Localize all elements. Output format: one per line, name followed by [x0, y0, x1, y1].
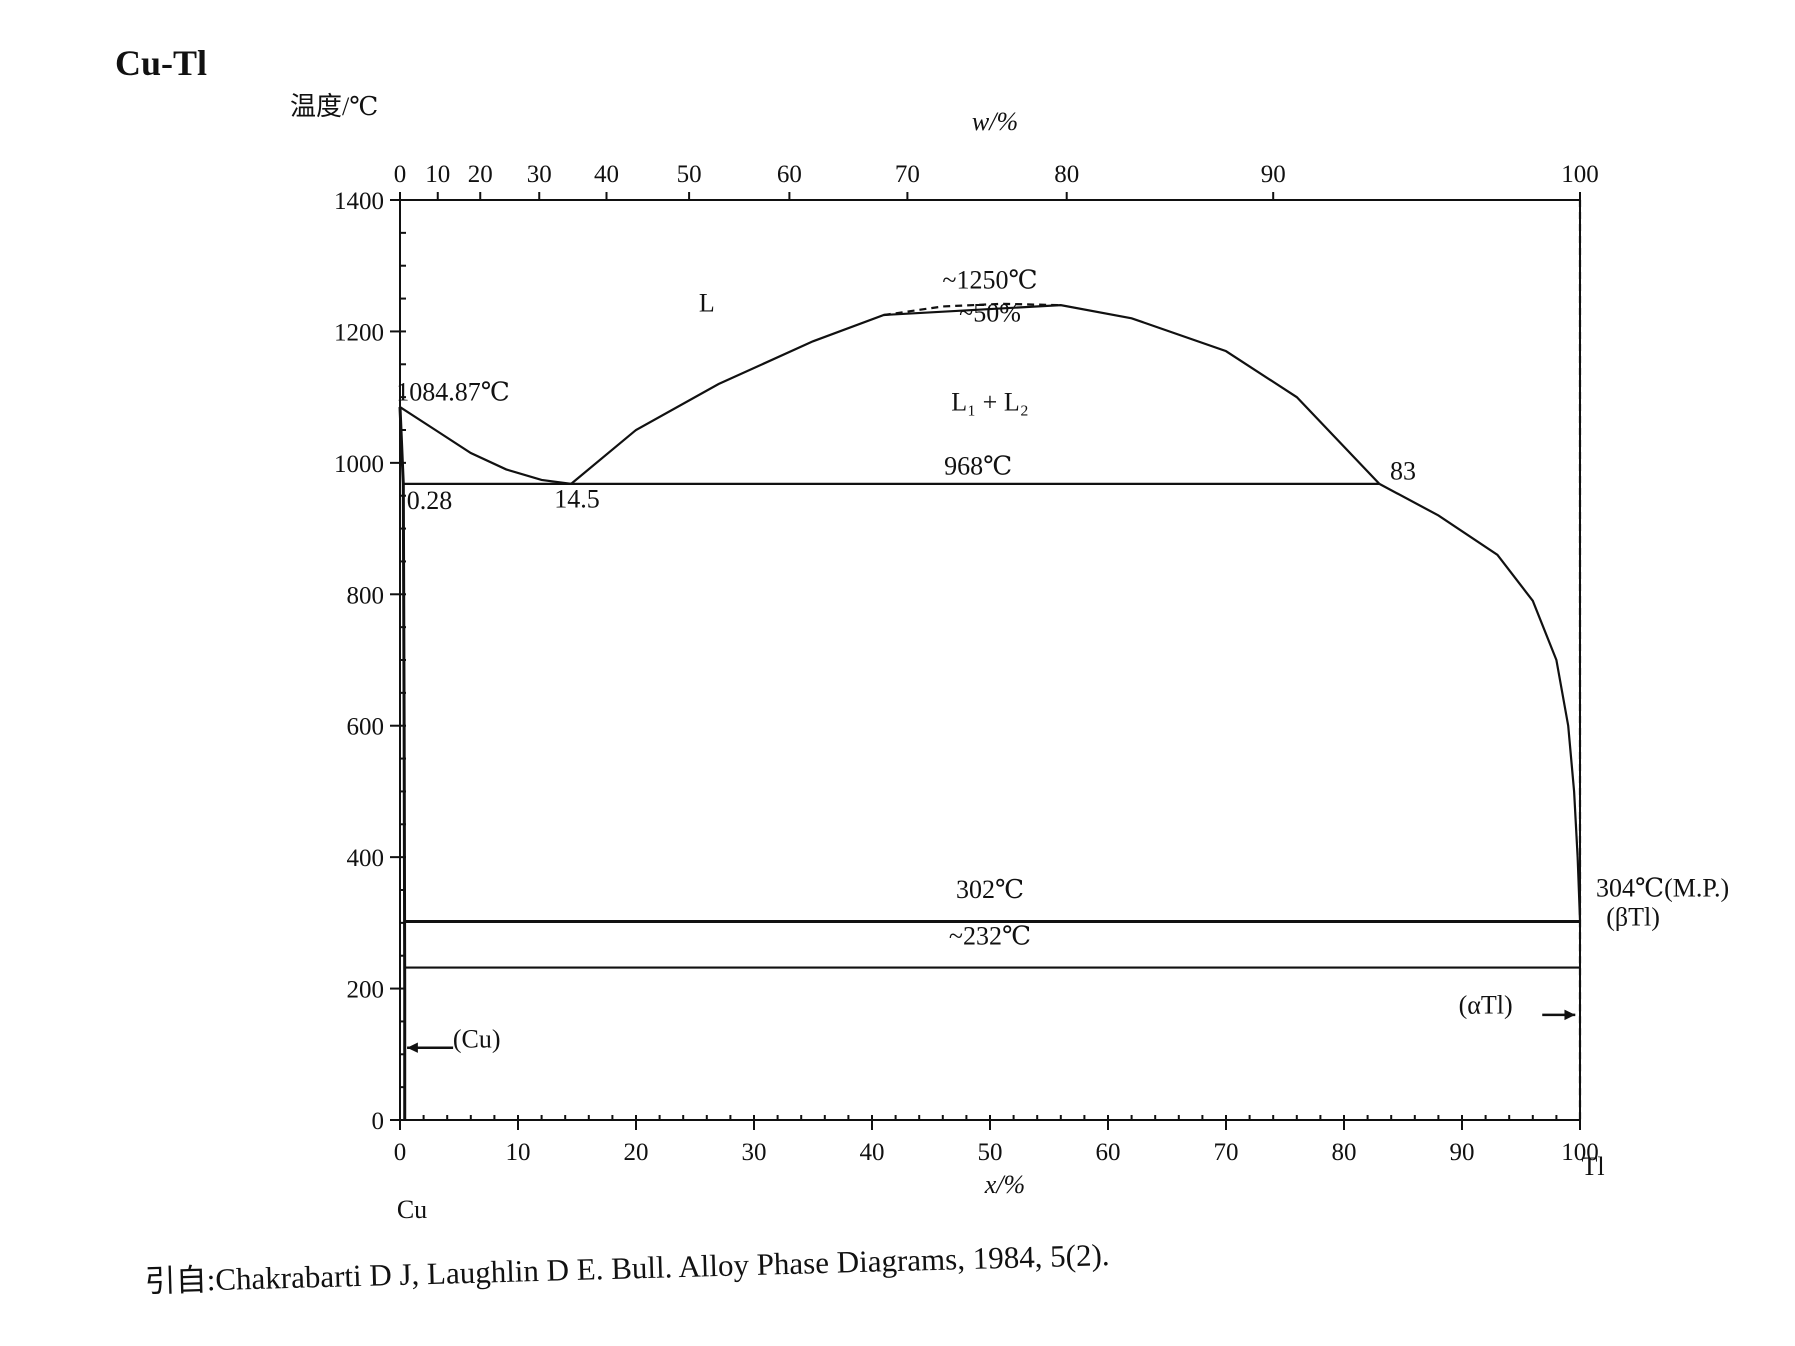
- critical-point-dashed-segment: [883, 302, 1061, 317]
- alpha-tl-arrow-head: [1564, 1009, 1576, 1021]
- top-tick-label: 70: [895, 161, 920, 188]
- bottom-axis-ticks: 0 10 20 30 40 50 60 70 80 90 100: [394, 1115, 1599, 1166]
- bottom-axis-label: x/%: [984, 1170, 1025, 1199]
- y-tick-label: 1200: [334, 319, 384, 346]
- y-tick-label: 400: [347, 845, 385, 872]
- top-axis-label: w/%: [972, 107, 1018, 136]
- annotation-label: 83: [1390, 456, 1416, 485]
- annotation-label: 1084.87℃: [396, 377, 510, 406]
- phase-boundaries: [398, 200, 1582, 1120]
- x-tick-label: 80: [1332, 1139, 1357, 1166]
- x-tick-label: 20: [624, 1139, 649, 1166]
- annotation-label: L: [699, 289, 715, 318]
- phase-annotations: L ~1250℃ ~50% L₁ + L₂ 1084.87℃ 968℃ 0.28 14.5 83…: [396, 266, 1729, 1054]
- annotation-label: (αTl): [1459, 991, 1513, 1020]
- cu-solvus-curve: [398, 407, 407, 1120]
- annotation-label: ~50%: [959, 299, 1021, 328]
- x-tick-label: 50: [978, 1139, 1003, 1166]
- annotation-label: ~232℃: [949, 922, 1031, 951]
- y-tick-label: 200: [347, 977, 385, 1004]
- x-tick-label: 70: [1214, 1139, 1239, 1166]
- left-element-label: Cu: [397, 1195, 427, 1224]
- top-axis-ticks: 0 10 20 30 40 50 60 70 80 90 100: [394, 161, 1599, 200]
- top-tick-label: 100: [1561, 161, 1599, 188]
- top-tick-label: 10: [425, 161, 450, 188]
- phase-arrows: [407, 1009, 1576, 1053]
- annotation-label: (Cu): [453, 1025, 501, 1054]
- top-tick-label: 80: [1054, 161, 1079, 188]
- y-tick-label: 600: [347, 714, 385, 741]
- y-tick-label: 1400: [334, 188, 384, 215]
- x-tick-label: 10: [506, 1139, 531, 1166]
- annotation-label: 968℃: [944, 452, 1012, 481]
- x-tick-label: 0: [394, 1139, 407, 1166]
- y-tick-label: 800: [347, 582, 385, 609]
- top-tick-label: 60: [777, 161, 802, 188]
- y-tick-label: 1000: [334, 451, 384, 478]
- top-tick-label: 40: [594, 161, 619, 188]
- x-tick-label: 100: [1561, 1139, 1599, 1166]
- y-axis-label: 温度/℃: [290, 92, 378, 121]
- cu-phase-arrow-head: [407, 1042, 418, 1053]
- x-tick-label: 90: [1450, 1139, 1475, 1166]
- top-tick-label: 50: [677, 161, 702, 188]
- miscibility-gap-curve: [570, 304, 1381, 485]
- top-tick-label: 0: [394, 161, 407, 188]
- plot-frame: [399, 199, 1581, 1121]
- annotation-label: 304℃(M.P.): [1596, 874, 1729, 903]
- x-tick-label: 30: [742, 1139, 767, 1166]
- liquidus-tl-curve: [1378, 482, 1582, 921]
- top-tick-label: 20: [468, 161, 493, 188]
- liquidus-cu-curve: [399, 406, 572, 485]
- annotation-label: 14.5: [554, 485, 600, 514]
- x-tick-label: 60: [1096, 1139, 1121, 1166]
- annotation-label: (βTl): [1606, 902, 1660, 931]
- annotation-label: ~1250℃: [942, 266, 1037, 295]
- citation: 引自:Chakrabarti D J, Laughlin D E. Bull. …: [144, 1237, 1110, 1299]
- annotation-label: L₁ + L₂: [951, 387, 1029, 416]
- annotation-label: 302℃: [956, 875, 1024, 904]
- x-tick-label: 40: [860, 1139, 885, 1166]
- top-tick-label: 30: [527, 161, 552, 188]
- annotation-label: 0.28: [407, 486, 453, 515]
- top-tick-label: 90: [1261, 161, 1286, 188]
- y-tick-label: 0: [372, 1108, 385, 1135]
- right-element-label: Tl: [1581, 1152, 1604, 1181]
- chart-title: Cu-Tl: [115, 43, 207, 83]
- y-axis-ticks: 0 200 400 600 800 1000 1200 1400: [334, 188, 406, 1135]
